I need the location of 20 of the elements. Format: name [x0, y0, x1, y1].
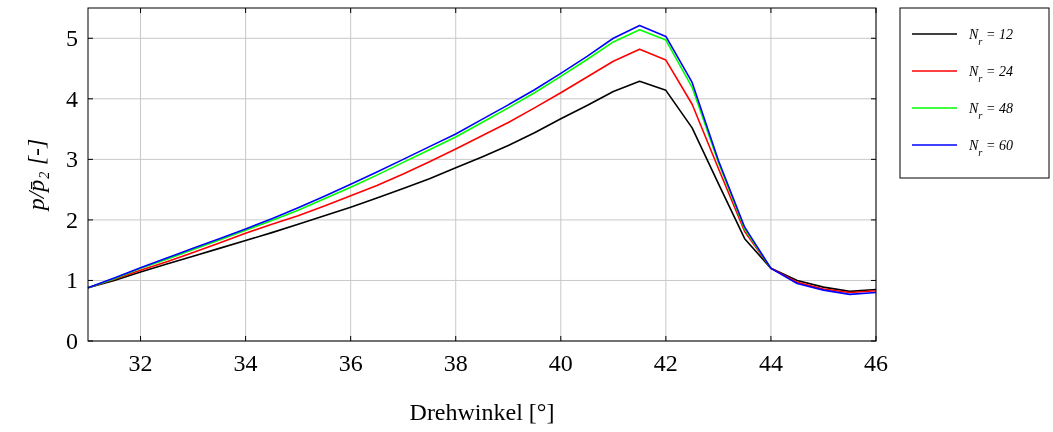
y-axis-title: p/p̄₂ [-]: [23, 138, 49, 213]
x-tick-label: 46: [864, 350, 888, 376]
y-tick-label: 4: [66, 85, 78, 112]
x-axis-title: Drehwinkel [°]: [409, 399, 555, 425]
x-tick-label: 36: [338, 350, 363, 376]
x-tick-label: 42: [653, 350, 678, 376]
x-tick-label: 38: [443, 350, 468, 376]
y-tick-label: 1: [66, 267, 78, 294]
x-tick-label: 32: [128, 350, 153, 376]
y-tick-label: 0: [66, 328, 78, 354]
legend-label: N$_{r}$ = 60: [968, 138, 1013, 158]
legend-label: N$_{r}$ = 48: [968, 101, 1013, 121]
y-tick-label: 5: [66, 25, 78, 52]
x-tick-label: 40: [548, 350, 573, 376]
x-tick-label: 44: [758, 350, 783, 376]
legend-label: N$_{r}$ = 12: [968, 27, 1013, 47]
y-tick-label: 2: [66, 206, 78, 233]
legend-label: N$_{r}$ = 24: [968, 64, 1013, 84]
y-tick-label: 3: [66, 146, 78, 173]
x-tick-label: 34: [233, 350, 258, 376]
